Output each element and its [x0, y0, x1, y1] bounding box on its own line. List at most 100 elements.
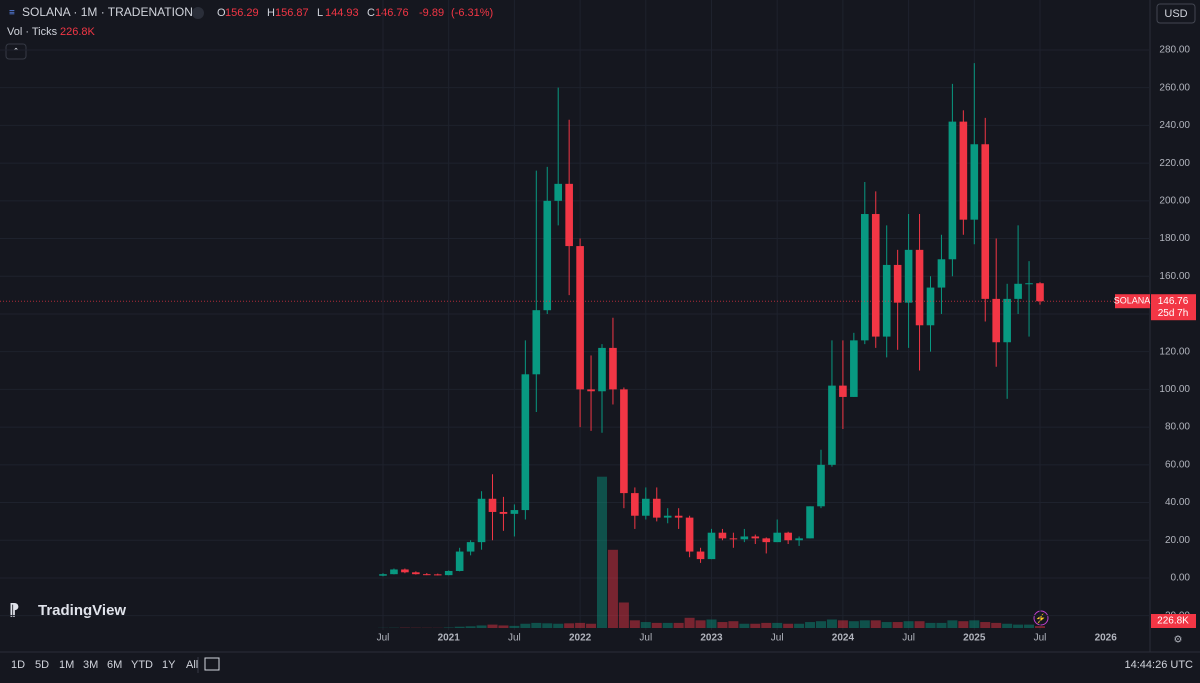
alert-icon[interactable] — [1033, 610, 1049, 626]
collapse-icon[interactable]: ⌃ — [12, 46, 20, 56]
candle-body — [685, 517, 694, 552]
volume-bar — [805, 622, 816, 628]
range-button[interactable]: YTD — [131, 659, 153, 671]
candle-body — [729, 538, 738, 540]
volume-bar — [991, 622, 1002, 628]
volume-bar — [586, 623, 597, 628]
countdown: 25d 7h — [1158, 308, 1189, 319]
x-tick-label: Jul — [377, 633, 390, 644]
candle-body — [499, 511, 508, 514]
volume-bar — [476, 625, 487, 628]
candle-body — [861, 214, 869, 341]
volume-bar — [870, 620, 881, 628]
ohlc-letter: L — [317, 7, 323, 19]
price-tag-text: 146.76 — [1158, 296, 1189, 307]
volume-bar — [750, 623, 761, 628]
volume-bar — [739, 623, 750, 628]
volume-bar — [947, 620, 958, 628]
volume-bar — [1035, 626, 1045, 628]
symbol-tag-text: SOLANA — [1114, 296, 1151, 306]
candle-body — [674, 515, 683, 518]
volume-bar — [662, 622, 673, 628]
alert-glyph[interactable]: ⚡ — [1035, 612, 1046, 624]
volume-bar — [607, 549, 618, 628]
x-tick-label: 2025 — [963, 633, 986, 644]
x-tick-label: 2024 — [832, 633, 855, 644]
currency-button[interactable] — [1156, 3, 1196, 24]
volume-bar — [498, 625, 509, 628]
range-button[interactable]: 1D — [11, 659, 25, 671]
date-range-icon[interactable] — [204, 657, 220, 671]
volume-bar — [454, 626, 465, 628]
ohlc-value: 146.76 — [375, 7, 409, 19]
candle-body — [773, 532, 781, 543]
volume-bar — [640, 622, 651, 628]
range-button[interactable]: 1M — [59, 659, 74, 671]
range-button[interactable]: 1Y — [162, 659, 176, 671]
candle-body — [904, 249, 913, 303]
candle-body — [488, 498, 497, 512]
range-button[interactable]: 6M — [107, 659, 122, 671]
volume-bar — [673, 622, 684, 628]
y-tick-label: 40.00 — [1165, 497, 1190, 508]
volume-bar — [520, 623, 531, 628]
volume-bar — [564, 623, 575, 628]
volume-bar — [629, 620, 640, 628]
volume-bar — [761, 622, 772, 628]
currency[interactable]: USD — [1164, 8, 1187, 20]
volume-bar — [509, 625, 520, 628]
volume-bar — [465, 626, 476, 628]
candle-body — [532, 310, 541, 375]
candle-body — [707, 532, 716, 560]
volume-bar — [859, 620, 870, 628]
y-tick-label: 120.00 — [1159, 346, 1190, 357]
candle-body — [718, 532, 727, 539]
volume-bar — [925, 622, 936, 628]
volume-bar — [443, 627, 454, 628]
menu-icon[interactable]: ≡ — [9, 8, 15, 19]
candle-body — [587, 389, 595, 392]
range-button[interactable]: All — [186, 659, 198, 671]
eye-icon[interactable] — [192, 7, 204, 19]
range-button[interactable]: 5D — [35, 659, 49, 671]
candle-body — [510, 510, 519, 514]
candle-body — [663, 515, 672, 518]
candle-body — [795, 538, 803, 541]
candle-body — [751, 536, 760, 539]
candle-body — [948, 121, 957, 260]
y-tick-label: 220.00 — [1159, 158, 1190, 169]
price-tag — [1151, 294, 1196, 321]
volume-bar — [903, 621, 914, 628]
change-pct: (-6.31%) — [451, 7, 493, 19]
collapse-button[interactable] — [5, 43, 27, 60]
x-tick-label: 2022 — [569, 633, 592, 644]
volume-title: Vol · Ticks — [7, 26, 58, 38]
y-tick-label: 80.00 — [1165, 422, 1190, 433]
volume-bar — [575, 622, 586, 628]
volume-bar — [783, 623, 794, 628]
candle-body — [850, 340, 858, 397]
range-button[interactable]: 3M — [83, 659, 98, 671]
candle-body — [455, 551, 464, 571]
candle-body — [915, 249, 924, 326]
change: -9.89 — [419, 7, 444, 19]
volume-bar — [772, 622, 783, 628]
ohlc-letter: H — [267, 7, 275, 19]
volume-bar — [695, 620, 706, 628]
candle-body — [1014, 283, 1022, 299]
y-tick-label: 20.00 — [1165, 535, 1190, 546]
symbol-title[interactable]: SOLANA · 1M · TRADENATION — [22, 5, 193, 19]
candle-body — [839, 385, 847, 397]
volume-bar — [1024, 624, 1035, 628]
brand: TradingView — [38, 602, 126, 619]
volume-bar — [848, 621, 859, 628]
candle-body — [1036, 283, 1044, 302]
clock: 14:44:26 UTC — [1125, 659, 1194, 671]
volume-bar — [1002, 623, 1013, 628]
y-tick-label: 240.00 — [1159, 120, 1190, 131]
candle-body — [981, 144, 990, 299]
volume-bar — [728, 621, 739, 628]
x-tick-label: 2026 — [1095, 633, 1118, 644]
settings-icon[interactable]: ⚙ — [1174, 635, 1183, 646]
